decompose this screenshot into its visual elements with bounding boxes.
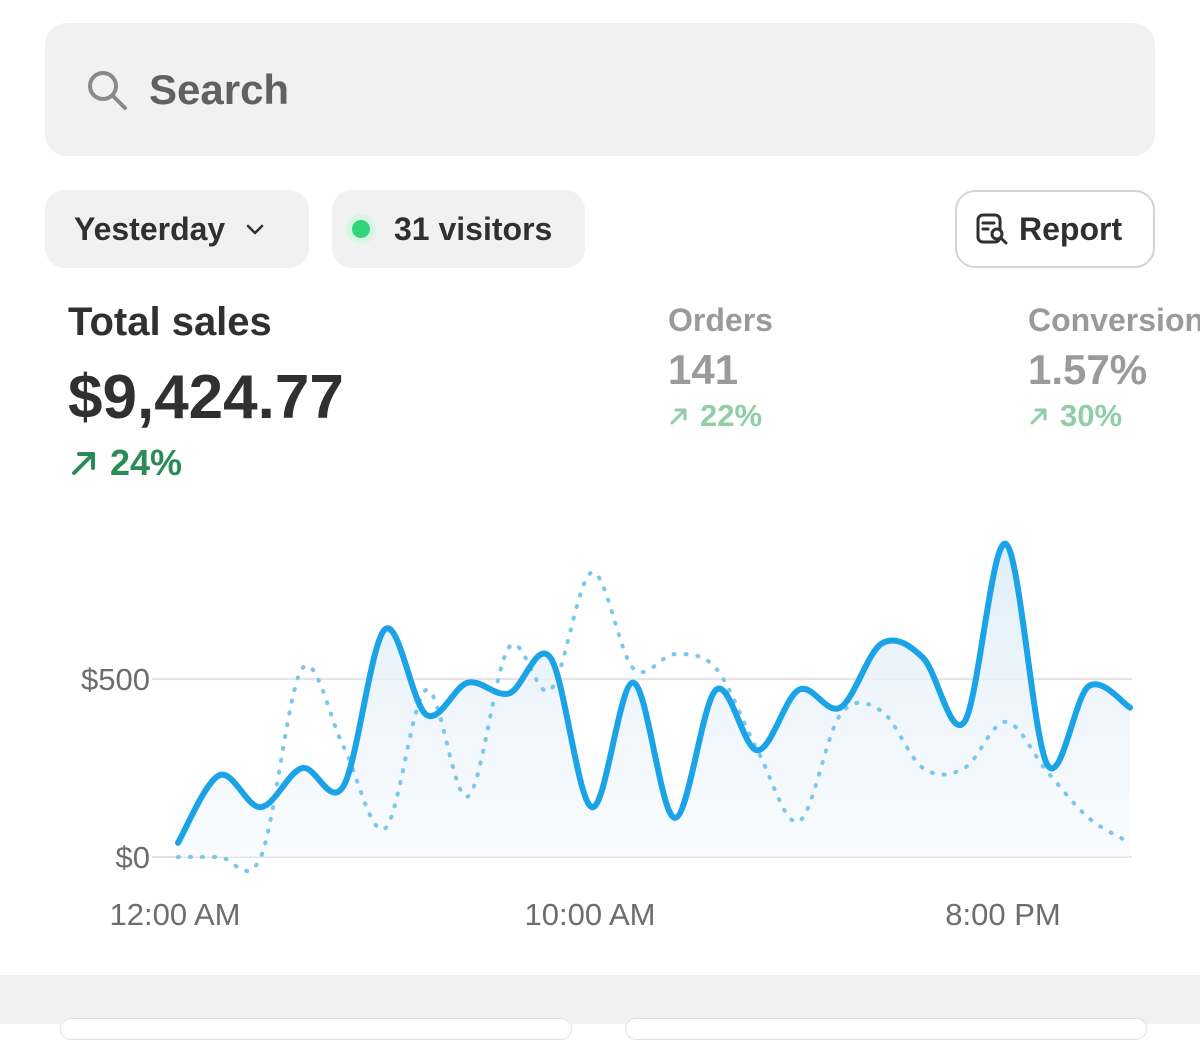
conversion-delta: 30% [1028,398,1122,434]
previous-period-line [176,570,1132,873]
x-tick-label: 10:00 AM [525,897,656,932]
arrow-up-right-icon [670,408,687,425]
total-sales-delta-value: 24% [110,442,183,483]
arrow-up-right-icon [72,452,95,475]
date-range-dropdown[interactable]: Yesterday [45,190,309,268]
visitors-label: 31 visitors [394,210,553,247]
sales-line [175,540,1133,846]
live-status-dot-icon [352,220,370,238]
sales-area-fill [178,543,1130,857]
sales-chart: $0 $500 12:00 AM 10:00 AM 8:00 PM [81,540,1133,932]
y-tick-label: $0 [116,840,150,875]
conversion-label: Conversion [1028,302,1200,338]
total-sales-value: $9,424.77 [68,363,344,432]
footer-card-left[interactable] [60,1018,572,1040]
search-icon [88,70,127,110]
x-tick-label: 12:00 AM [110,897,241,932]
footer-card-right[interactable] [625,1018,1147,1040]
search-bar[interactable]: Search [45,23,1155,156]
search-placeholder: Search [149,65,290,113]
report-icon [976,213,1008,245]
live-visitors-pill[interactable]: 31 visitors [332,190,585,268]
footer-band [0,975,1200,1024]
y-tick-label: $500 [81,662,150,697]
orders-label: Orders [668,302,773,338]
x-tick-label: 8:00 PM [945,897,1060,932]
conversion-delta-value: 30% [1060,398,1123,433]
report-button[interactable]: Report [955,190,1155,268]
total-sales-label: Total sales [68,300,272,344]
report-label: Report [1019,210,1123,247]
date-range-label: Yesterday [74,210,226,247]
arrow-up-right-icon [1030,408,1047,425]
total-sales-delta: 24% [68,442,182,484]
orders-delta: 22% [668,398,762,434]
orders-delta-value: 22% [700,398,763,433]
orders-value: 141 [668,346,739,393]
chevron-down-icon [246,224,264,235]
conversion-value: 1.57% [1028,346,1148,393]
